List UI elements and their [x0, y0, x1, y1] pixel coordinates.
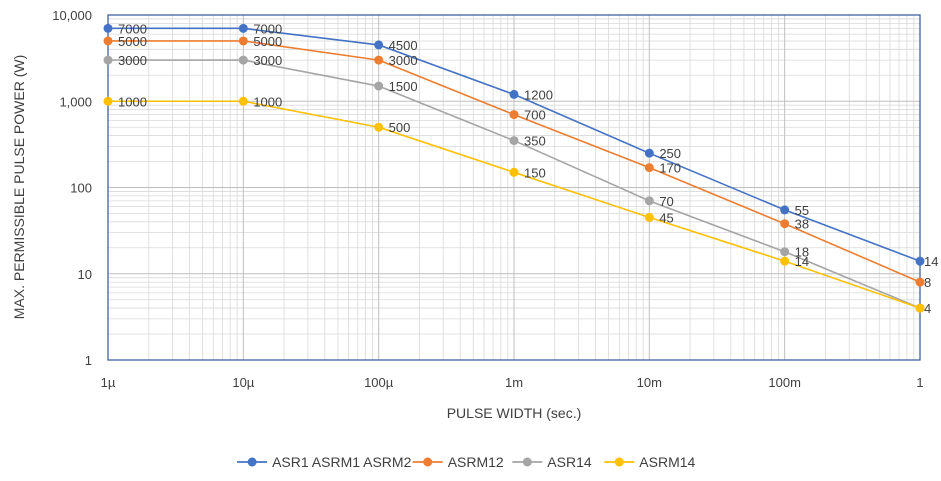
data-label: 38: [795, 217, 809, 232]
data-label: 5000: [118, 34, 147, 49]
data-point: [644, 163, 654, 173]
y-tick-label: 100: [70, 181, 92, 196]
data-point: [509, 89, 519, 99]
y-tick-label: 1: [85, 353, 92, 368]
legend-label: ASRM14: [639, 454, 695, 470]
data-point: [103, 36, 113, 46]
data-point: [374, 122, 384, 132]
legend-marker: [247, 457, 257, 467]
data-point: [509, 136, 519, 146]
data-label: 4: [924, 301, 931, 316]
data-point: [780, 219, 790, 229]
data-point: [780, 256, 790, 266]
plot-border: [107, 14, 921, 361]
data-point: [103, 96, 113, 106]
data-label: 1000: [253, 94, 282, 109]
data-label: 250: [659, 146, 681, 161]
legend-label: ASR14: [547, 454, 592, 470]
data-point: [103, 23, 113, 33]
x-tick-label: 1µ: [101, 375, 116, 390]
legend-item: ASRM12: [412, 454, 504, 470]
data-point: [238, 23, 248, 33]
axes: 1 10 100 1,000 10,000 1µ 10µ 100µ 1m 10m 100m 1: [52, 8, 923, 390]
data-point: [509, 110, 519, 120]
x-tick-label: 1m: [505, 375, 523, 390]
data-label: 55: [795, 203, 809, 218]
data-point: [374, 81, 384, 91]
legend-label: ASRM12: [448, 454, 504, 470]
legend-item: ASRM14: [604, 454, 696, 470]
data-point: [644, 148, 654, 158]
data-label: 700: [524, 108, 546, 123]
data-label: 14: [795, 254, 809, 269]
data-point: [374, 40, 384, 50]
data-label: 7000: [253, 21, 282, 36]
legend-marker: [522, 457, 532, 467]
y-axis-title: MAX. PERMISSIBLE PULSE POWER (W): [11, 55, 27, 320]
data-point: [509, 167, 519, 177]
legend-marker: [423, 457, 433, 467]
data-label: 14: [924, 254, 938, 269]
data-label: 500: [389, 120, 411, 135]
legend-item: ASR1 ASRM1 ASRM2: [237, 454, 412, 470]
y-tick-label: 10,000: [52, 8, 92, 23]
data-point: [915, 303, 925, 313]
data-label: 3000: [389, 53, 418, 68]
data-point: [780, 205, 790, 215]
y-tick-label: 1,000: [59, 94, 92, 109]
x-tick-label: 10µ: [232, 375, 254, 390]
legend: ASR1 ASRM1 ASRM2 ASRM12 ASR14 ASRM14: [237, 454, 696, 470]
data-point: [644, 196, 654, 206]
data-label: 18: [795, 245, 809, 260]
x-tick-label: 10m: [637, 375, 662, 390]
data-label: 170: [659, 161, 681, 176]
data-label: 70: [659, 194, 673, 209]
legend-label: ASR1 ASRM1 ASRM2: [272, 454, 411, 470]
data-label: 1500: [389, 79, 418, 94]
x-tick-label: 1: [916, 375, 923, 390]
y-tick-label: 10: [78, 267, 92, 282]
series-layer: [103, 23, 925, 313]
grid: [107, 14, 921, 361]
legend-marker: [614, 457, 624, 467]
data-label: 3000: [118, 53, 147, 68]
data-point: [238, 55, 248, 65]
data-point: [238, 36, 248, 46]
data-point: [915, 256, 925, 266]
data-label: 150: [524, 165, 546, 180]
data-label: 45: [659, 210, 673, 225]
data-label: 350: [524, 134, 546, 149]
data-label: 1200: [524, 87, 553, 102]
data-point: [780, 247, 790, 257]
data-point: [644, 212, 654, 222]
data-label: 5000: [253, 34, 282, 49]
data-point: [915, 277, 925, 287]
data-label: 1000: [118, 94, 147, 109]
x-tick-label: 100µ: [364, 375, 394, 390]
data-point: [374, 55, 384, 65]
x-tick-label: 100m: [768, 375, 801, 390]
data-point: [103, 55, 113, 65]
data-label: 4500: [389, 38, 418, 53]
data-label: 8: [924, 275, 931, 290]
data-point: [238, 96, 248, 106]
data-label: 7000: [118, 21, 147, 36]
legend-item: ASR14: [512, 454, 592, 470]
x-axis-title: PULSE WIDTH (sec.): [447, 405, 582, 421]
data-label: 3000: [253, 53, 282, 68]
